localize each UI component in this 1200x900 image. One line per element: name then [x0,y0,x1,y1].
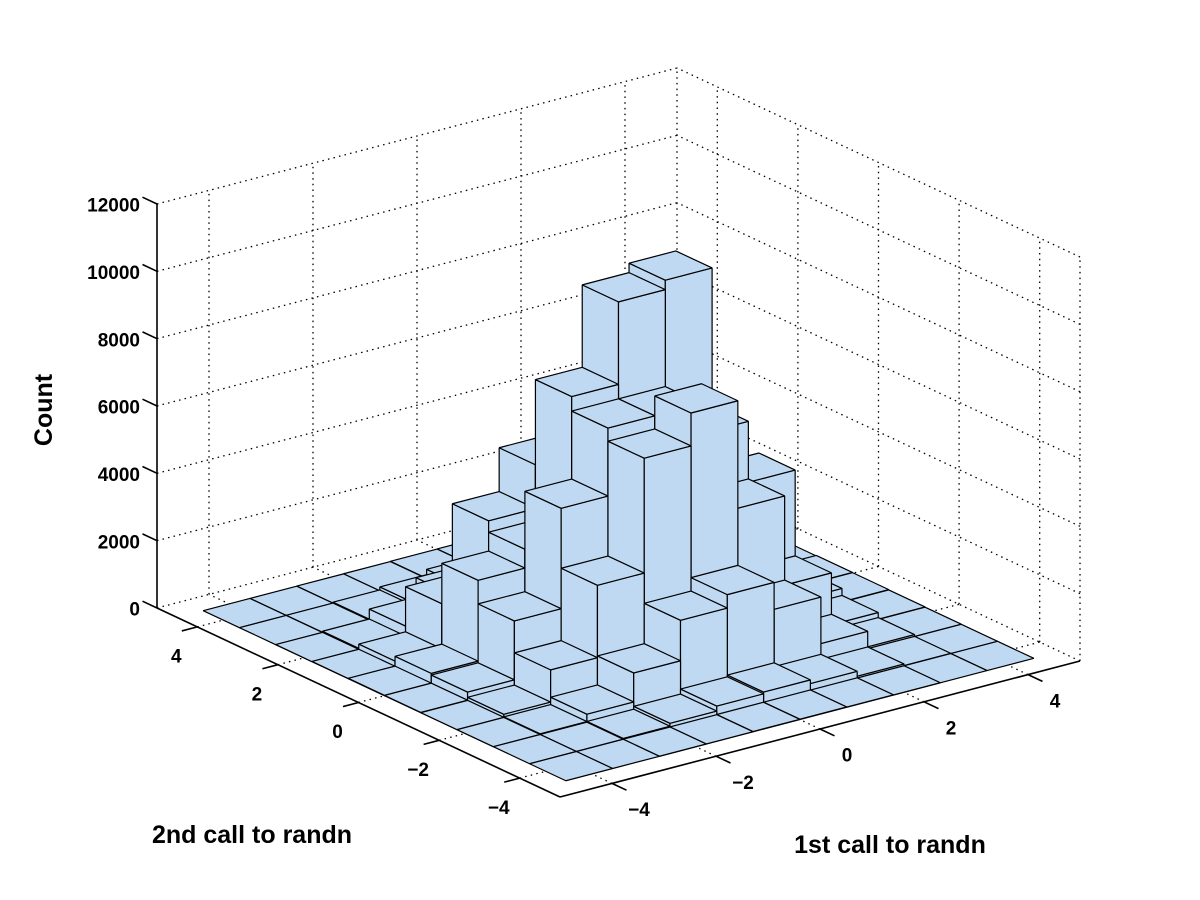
tick-label-layer: −4 −2 0 2 4 −4 −2 0 2 4 0 2000 4000 6000 8000 10000 1200… [87,196,1061,821]
x-tick [1027,673,1043,683]
bar-top-face [467,684,551,715]
x-tick [611,782,627,791]
bar-top-face [690,564,775,596]
bar-top-face [680,676,764,707]
bar-top-face [571,398,656,429]
bars-layer [202,250,1035,782]
z-tick [142,465,158,475]
x-tick-label: 4 [1050,691,1061,712]
bar-top-face [394,643,479,674]
z-tick-label: 12000 [87,196,140,217]
y-tick-label: 4 [171,647,182,668]
bar-top-face [514,640,598,671]
axes-layer [142,196,1081,798]
y-tick [181,626,198,632]
bar-top-face [628,250,713,281]
z-tick [142,398,158,407]
z-tick [142,196,158,205]
z-tick-label: 6000 [98,398,140,419]
y-tick-label: −4 [488,798,510,819]
z-tick [142,331,158,340]
bar-top-face [586,708,671,740]
y-tick [342,701,359,708]
y-tick [423,739,440,746]
x-tick [819,728,835,737]
x-tick-label: −2 [732,773,754,794]
y-tick [504,777,520,783]
bar-top-face [529,750,613,782]
z-axis-label: Count [30,373,58,446]
z-tick-label: 8000 [98,330,140,351]
y-tick-label: 2 [252,684,263,705]
bar-top-face [550,684,634,715]
y-axis-label: 2nd call to randn [152,821,352,849]
x-tick-label: 2 [946,718,957,739]
y-tick-label: 0 [332,722,343,743]
z-grid-left-wall [156,404,678,542]
z-grid-right-wall [676,336,1081,527]
x-tick [923,701,939,710]
z-tick-label: 0 [129,600,140,621]
y-tick [262,663,279,670]
bar-top-face [431,662,515,693]
z-grid-left-wall [156,269,678,407]
x-axis-label: 1st call to randn [794,831,986,859]
bar-top-face [643,590,728,621]
bar-top-face [597,643,681,674]
x-tick-label: 0 [842,746,853,767]
z-tick-label: 2000 [98,532,140,553]
bar-top-face [727,662,811,693]
bar-top-face [441,550,526,581]
y-tick-label: −2 [407,760,429,781]
z-grid-right-wall [676,269,1081,460]
bar-top-face [581,272,666,303]
z-grid-left-wall [156,67,678,205]
bar-top-face [477,591,562,622]
bar-top-face [452,490,536,522]
z-tick [142,600,158,609]
x-tick [715,755,731,764]
z-tick-label: 4000 [98,465,140,486]
bar-top-face [607,428,692,459]
z-tick [142,533,158,542]
z-tick [142,263,158,273]
z-grid-right-wall [676,67,1081,258]
bar-top-face [535,366,619,398]
bar-top-face [654,383,739,414]
x-tick-label: −4 [628,800,650,821]
bar-top-face [560,555,645,586]
bar-top-face [633,693,718,724]
z-tick-label: 10000 [87,263,140,284]
z-grid-left-wall [156,336,678,474]
bar-top-face [524,478,609,509]
